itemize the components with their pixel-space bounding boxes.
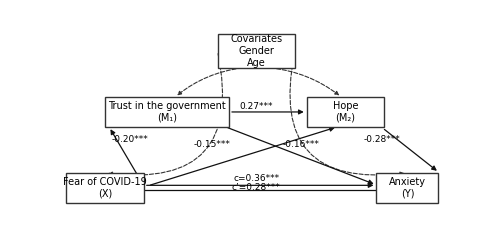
FancyBboxPatch shape xyxy=(306,97,384,127)
Text: 0.27***: 0.27*** xyxy=(240,102,273,111)
FancyBboxPatch shape xyxy=(376,173,438,203)
Text: c=0.36***: c=0.36*** xyxy=(233,174,280,183)
Text: Fear of COVID-19
(X): Fear of COVID-19 (X) xyxy=(63,177,147,198)
FancyBboxPatch shape xyxy=(218,34,295,68)
FancyBboxPatch shape xyxy=(66,173,144,203)
Text: -0.16***: -0.16*** xyxy=(282,140,320,149)
Text: Anxiety
(Y): Anxiety (Y) xyxy=(389,177,426,198)
Text: -0.20***: -0.20*** xyxy=(112,135,148,144)
Text: Covariates
Gender
Age: Covariates Gender Age xyxy=(230,34,282,68)
FancyBboxPatch shape xyxy=(105,97,229,127)
Text: -0.15***: -0.15*** xyxy=(193,140,230,149)
Text: c’=0.28***: c’=0.28*** xyxy=(232,184,280,192)
Text: -0.28***: -0.28*** xyxy=(364,135,401,144)
Text: Hope
(M₂): Hope (M₂) xyxy=(332,101,358,123)
Text: Trust in the government
(M₁): Trust in the government (M₁) xyxy=(108,101,226,123)
